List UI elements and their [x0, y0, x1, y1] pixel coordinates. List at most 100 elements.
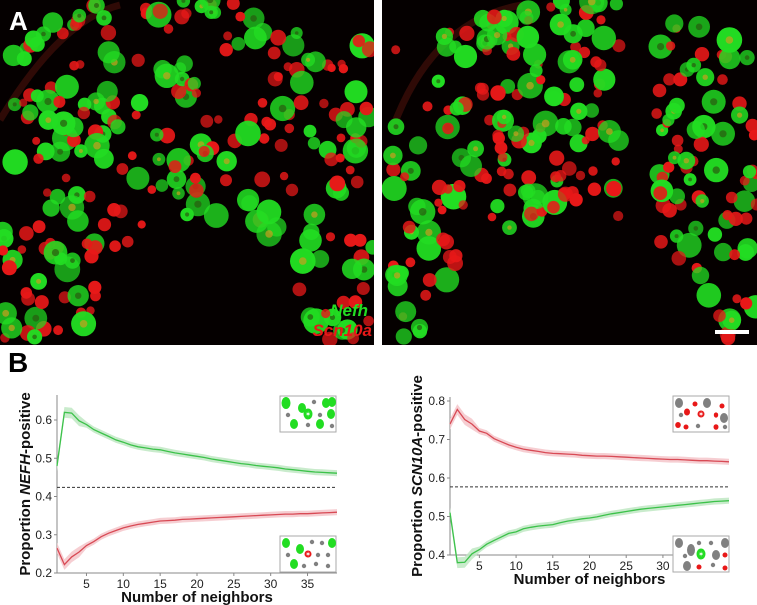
nefh-cell	[290, 248, 316, 274]
nefh-cell	[714, 242, 733, 262]
nefh-cell	[516, 25, 540, 49]
nefh-cell	[256, 221, 282, 247]
panel-letter-b: B	[8, 347, 29, 378]
nefh-cell	[716, 27, 743, 53]
scn10a-cell	[0, 245, 9, 256]
nefh-cell	[42, 199, 60, 217]
scn10a-cell	[713, 309, 726, 323]
scn10a-cell	[279, 171, 289, 181]
scn10a-cell	[557, 186, 573, 202]
scn10a-cell	[585, 126, 600, 142]
scn10a-cell	[127, 151, 137, 161]
scn10a-cell	[116, 163, 129, 175]
nefh-cell	[467, 140, 484, 158]
scn10a-cell	[442, 250, 457, 264]
scn10a-cell	[254, 171, 271, 188]
scn10a-cell	[56, 27, 69, 40]
nefh-cell	[333, 321, 352, 340]
nefh-cell	[74, 144, 88, 158]
y-tick-label: 0.2	[35, 566, 52, 580]
center-star-icon: ✶	[305, 411, 311, 419]
line-chart-scn10a: 0.40.50.60.70.85101520253035Number of ne…	[409, 375, 730, 588]
scn10a-cell	[189, 183, 204, 198]
nefh-cell	[695, 194, 709, 208]
nefh-cell	[299, 229, 322, 252]
scn10a-cell	[521, 170, 537, 186]
scn10a-cell	[190, 172, 201, 184]
scn10a-cell	[32, 220, 46, 234]
nefh-cell	[152, 152, 166, 166]
scn10a-cell	[32, 136, 41, 145]
y-tick-label: 0.7	[428, 433, 445, 447]
scn10a-cell	[748, 129, 757, 141]
nefh-cell	[97, 41, 120, 64]
scn10a-cell	[1, 260, 17, 276]
scn10a-cell	[745, 118, 757, 133]
nefh-cell	[71, 311, 97, 337]
scn10a-cell	[722, 210, 733, 221]
nefh-cell	[591, 25, 616, 51]
nefh-cell	[185, 192, 210, 217]
nefh-cell	[496, 109, 512, 125]
nefh-cell	[569, 77, 585, 92]
nefh-cell	[50, 141, 71, 162]
scn10a-cell	[270, 29, 287, 46]
scn10a-cell	[61, 173, 71, 183]
scn10a-cell	[654, 235, 668, 249]
scn10a-cell	[274, 138, 288, 152]
nefh-cell	[688, 220, 704, 236]
nefh-cell	[410, 318, 429, 337]
x-tick-label: 10	[117, 577, 131, 591]
scn10a-cell	[431, 179, 448, 195]
nefh-cell	[453, 44, 478, 69]
x-tick-label: 20	[190, 577, 204, 591]
line-chart-nefh: 0.2 0.3 0.4 0.5 0.6 5 10 15 20 25 30 35 Number of ne…	[17, 392, 338, 605]
nefh-cell	[154, 63, 179, 88]
confidence-band	[57, 509, 337, 570]
nefh-cell	[722, 310, 742, 330]
nefh-cell	[335, 111, 353, 129]
nefh-cell	[648, 34, 673, 59]
scn10a-cell	[163, 24, 174, 34]
scn10a-cell	[750, 198, 757, 211]
scn10a-cell	[575, 170, 586, 181]
scn10a-cell	[422, 101, 433, 112]
scn10a-cell	[442, 122, 454, 135]
center-star-icon: ✶	[698, 551, 704, 559]
x-tick-label: 5	[476, 559, 483, 573]
scn10a-cell	[721, 331, 736, 345]
nefh-cell	[1, 317, 23, 339]
nefh-cell	[434, 267, 460, 293]
nefh-cell	[72, 8, 87, 23]
nefh-cell	[203, 203, 229, 228]
nefh-cell	[519, 10, 534, 25]
nefh-cell	[282, 34, 305, 57]
nefh-cell	[395, 301, 417, 323]
nefh-cell	[669, 97, 685, 114]
scn10a-cell	[663, 161, 675, 173]
nefh-cell	[253, 23, 273, 42]
scn10a-cell	[481, 173, 492, 184]
scn10a-cell	[168, 160, 182, 174]
scn10a-cell	[503, 168, 514, 180]
nefh-cell	[382, 176, 407, 201]
nefh-cell	[301, 52, 316, 67]
scn10a-cell	[611, 157, 620, 166]
scn10a-cell	[19, 226, 34, 241]
scn10a-cell	[329, 175, 346, 192]
y-axis-title: Proportion SCN10A-positive	[409, 375, 426, 577]
y-tick-label: 0.6	[428, 471, 445, 485]
scn10a-cell	[732, 96, 747, 111]
scn10a-cell	[324, 152, 339, 167]
scn10a-cell	[336, 295, 351, 310]
scn10a-cell	[259, 133, 270, 144]
scn10a-cell	[84, 249, 99, 264]
scn10a-cell	[437, 205, 447, 215]
nefh-cell	[696, 68, 715, 87]
scn10a-cell	[562, 161, 577, 176]
scn10a-cell	[69, 60, 79, 71]
scn10a-cell	[651, 108, 662, 119]
scn10a-cell	[257, 98, 268, 108]
scn10a-cell	[694, 47, 710, 62]
nefh-cell	[701, 89, 726, 114]
